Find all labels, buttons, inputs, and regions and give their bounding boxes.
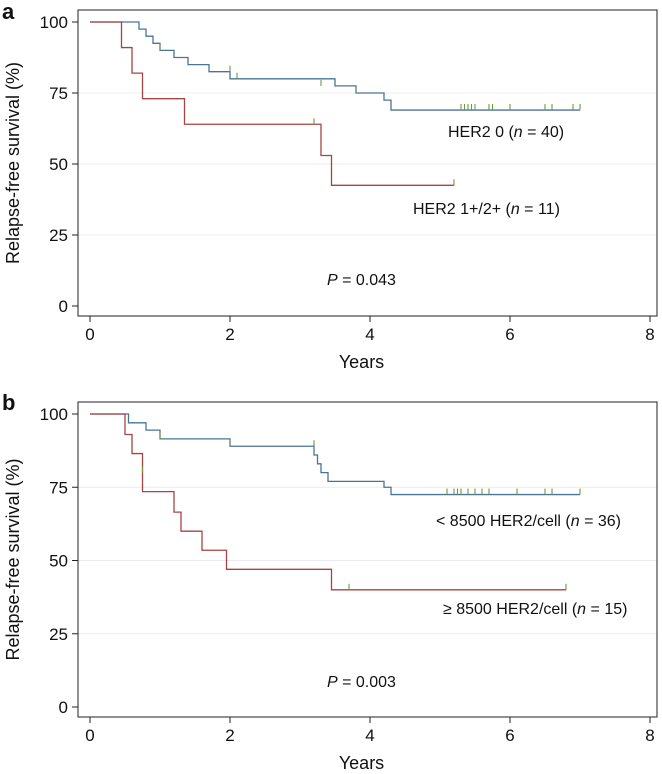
x-tick-label: 6 bbox=[505, 726, 514, 745]
panel-a: a 0 25 50 75 100 0 2 4 6 8 Relapse-free survival… bbox=[2, 0, 658, 372]
km-curve-0 bbox=[90, 413, 580, 496]
x-tick-label: 0 bbox=[85, 726, 94, 745]
panel-a-axes: 0 25 50 75 100 0 2 4 6 8 bbox=[40, 9, 658, 344]
panel-b-x-axis-title: Years bbox=[339, 753, 384, 773]
panel-b-y-ticks: 0 25 50 75 100 bbox=[40, 405, 78, 717]
panel-b-y-axis-title: Relapse-free survival (%) bbox=[3, 458, 23, 660]
panel-b-x-ticks: 0 2 4 6 8 bbox=[85, 717, 655, 745]
y-tick-label: 75 bbox=[49, 84, 68, 103]
y-tick-label: 50 bbox=[49, 552, 68, 571]
km-curve-1 bbox=[90, 413, 566, 591]
y-tick-label: 50 bbox=[49, 155, 68, 174]
y-tick-label: 0 bbox=[59, 297, 68, 316]
x-tick-label: 8 bbox=[645, 726, 654, 745]
panel-a-series-label-her2-0: HER2 0 (n = 40) bbox=[448, 124, 564, 141]
panel-b-p-value: P = 0.003 bbox=[327, 674, 396, 691]
panel-b-series-label-low-her2: < 8500 HER2/cell (n = 36) bbox=[436, 513, 621, 530]
y-tick-label: 100 bbox=[40, 13, 68, 32]
x-tick-label: 8 bbox=[645, 325, 654, 344]
x-tick-label: 2 bbox=[225, 325, 234, 344]
panel-a-y-axis-title: Relapse-free survival (%) bbox=[3, 62, 23, 264]
panel-b-curves bbox=[90, 413, 581, 591]
panel-a-plot-frame bbox=[77, 9, 658, 317]
panel-b-series-label-high-her2: ≥ 8500 HER2/cell (n = 15) bbox=[443, 601, 627, 618]
panel-a-y-ticks: 0 25 50 75 100 bbox=[40, 13, 78, 316]
y-tick-label: 25 bbox=[49, 625, 68, 644]
panel-a-gridlines bbox=[78, 92, 657, 236]
x-tick-label: 4 bbox=[365, 726, 374, 745]
x-tick-label: 2 bbox=[225, 726, 234, 745]
y-tick-label: 100 bbox=[40, 405, 68, 424]
panel-a-p-value: P = 0.043 bbox=[327, 272, 396, 289]
panel-letter-b: b bbox=[2, 390, 15, 415]
x-tick-label: 0 bbox=[85, 325, 94, 344]
y-tick-label: 0 bbox=[59, 698, 68, 717]
panel-a-x-ticks: 0 2 4 6 8 bbox=[85, 316, 655, 344]
panel-a-x-axis-title: Years bbox=[339, 352, 384, 372]
y-tick-label: 75 bbox=[49, 478, 68, 497]
panel-a-curves bbox=[90, 21, 581, 186]
km-curve-0 bbox=[90, 21, 580, 111]
x-tick-label: 6 bbox=[505, 325, 514, 344]
km-curve-1 bbox=[90, 21, 454, 186]
y-tick-label: 25 bbox=[49, 226, 68, 245]
panel-a-series-label-her2-1-2: HER2 1+/2+ (n = 11) bbox=[413, 201, 560, 218]
panel-b-axes: 0 25 50 75 100 0 2 4 6 8 bbox=[40, 401, 658, 745]
panel-letter-a: a bbox=[2, 0, 15, 24]
panel-b-plot-frame bbox=[77, 401, 658, 718]
panel-b-gridlines bbox=[78, 486, 657, 635]
panel-b: b 0 25 50 75 100 0 2 4 6 8 Relapse-free survival… bbox=[2, 390, 658, 773]
x-tick-label: 4 bbox=[365, 325, 374, 344]
